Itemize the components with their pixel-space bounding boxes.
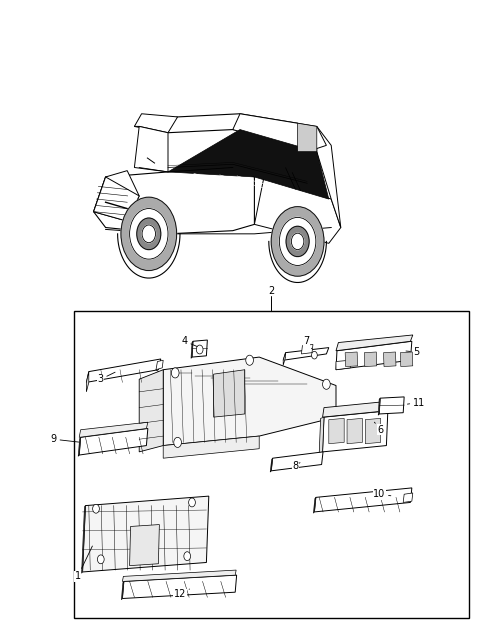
- Text: 6: 6: [374, 422, 384, 435]
- Text: 2: 2: [268, 287, 275, 297]
- Circle shape: [130, 209, 168, 259]
- Polygon shape: [82, 506, 85, 573]
- Bar: [345, 352, 358, 367]
- Polygon shape: [79, 422, 148, 437]
- Polygon shape: [130, 525, 159, 566]
- Polygon shape: [191, 341, 193, 358]
- Circle shape: [279, 217, 316, 265]
- Polygon shape: [336, 335, 413, 351]
- Polygon shape: [336, 360, 350, 370]
- Circle shape: [246, 355, 253, 365]
- Polygon shape: [83, 496, 209, 572]
- Circle shape: [196, 345, 203, 354]
- Text: 4: 4: [182, 336, 197, 346]
- Polygon shape: [403, 493, 413, 502]
- Polygon shape: [323, 411, 388, 452]
- Text: 5: 5: [406, 347, 420, 357]
- Bar: [74, 311, 469, 618]
- Polygon shape: [254, 177, 341, 243]
- Polygon shape: [78, 437, 81, 456]
- Polygon shape: [298, 123, 317, 152]
- Polygon shape: [168, 130, 329, 199]
- Polygon shape: [283, 353, 286, 365]
- Polygon shape: [323, 401, 388, 417]
- Circle shape: [142, 225, 156, 243]
- Circle shape: [171, 368, 179, 378]
- Circle shape: [291, 233, 304, 250]
- Circle shape: [184, 552, 191, 561]
- Text: 3: 3: [98, 372, 115, 384]
- Polygon shape: [314, 488, 412, 512]
- Polygon shape: [94, 177, 139, 221]
- Polygon shape: [139, 370, 163, 452]
- Polygon shape: [283, 348, 329, 360]
- Bar: [364, 352, 377, 367]
- Polygon shape: [134, 114, 178, 133]
- Polygon shape: [134, 114, 307, 152]
- Text: 8: 8: [293, 461, 300, 471]
- Polygon shape: [378, 398, 380, 415]
- Circle shape: [174, 437, 181, 447]
- Bar: [400, 352, 413, 367]
- Text: 1: 1: [75, 546, 92, 581]
- Circle shape: [93, 504, 99, 513]
- Polygon shape: [94, 171, 139, 221]
- Polygon shape: [379, 397, 404, 414]
- Circle shape: [137, 218, 161, 250]
- Polygon shape: [121, 581, 124, 600]
- Text: 11: 11: [408, 398, 425, 408]
- Polygon shape: [192, 340, 207, 357]
- Bar: [384, 352, 396, 367]
- Circle shape: [121, 197, 177, 270]
- Polygon shape: [313, 497, 316, 513]
- Polygon shape: [319, 417, 324, 453]
- Text: 7: 7: [303, 336, 312, 349]
- Polygon shape: [94, 167, 254, 234]
- Polygon shape: [233, 114, 326, 152]
- Polygon shape: [270, 458, 273, 472]
- Polygon shape: [365, 418, 381, 444]
- Circle shape: [286, 226, 309, 257]
- Polygon shape: [329, 418, 344, 444]
- Polygon shape: [122, 575, 237, 599]
- Text: 12: 12: [174, 589, 190, 599]
- Polygon shape: [271, 452, 323, 471]
- Polygon shape: [163, 357, 336, 446]
- Polygon shape: [156, 360, 163, 370]
- Polygon shape: [336, 341, 412, 370]
- Text: 9: 9: [51, 434, 79, 444]
- Polygon shape: [317, 126, 341, 228]
- Polygon shape: [79, 428, 148, 455]
- Circle shape: [271, 207, 324, 276]
- Circle shape: [97, 555, 104, 564]
- Text: 10: 10: [373, 489, 391, 499]
- Text: 2: 2: [268, 286, 275, 296]
- Polygon shape: [86, 359, 161, 382]
- Circle shape: [323, 379, 330, 389]
- Polygon shape: [214, 370, 245, 417]
- Polygon shape: [134, 126, 168, 172]
- Polygon shape: [163, 436, 259, 458]
- Polygon shape: [347, 418, 362, 444]
- Circle shape: [189, 498, 195, 507]
- Polygon shape: [86, 372, 89, 392]
- Polygon shape: [122, 570, 236, 581]
- Polygon shape: [301, 344, 313, 354]
- Circle shape: [312, 351, 317, 359]
